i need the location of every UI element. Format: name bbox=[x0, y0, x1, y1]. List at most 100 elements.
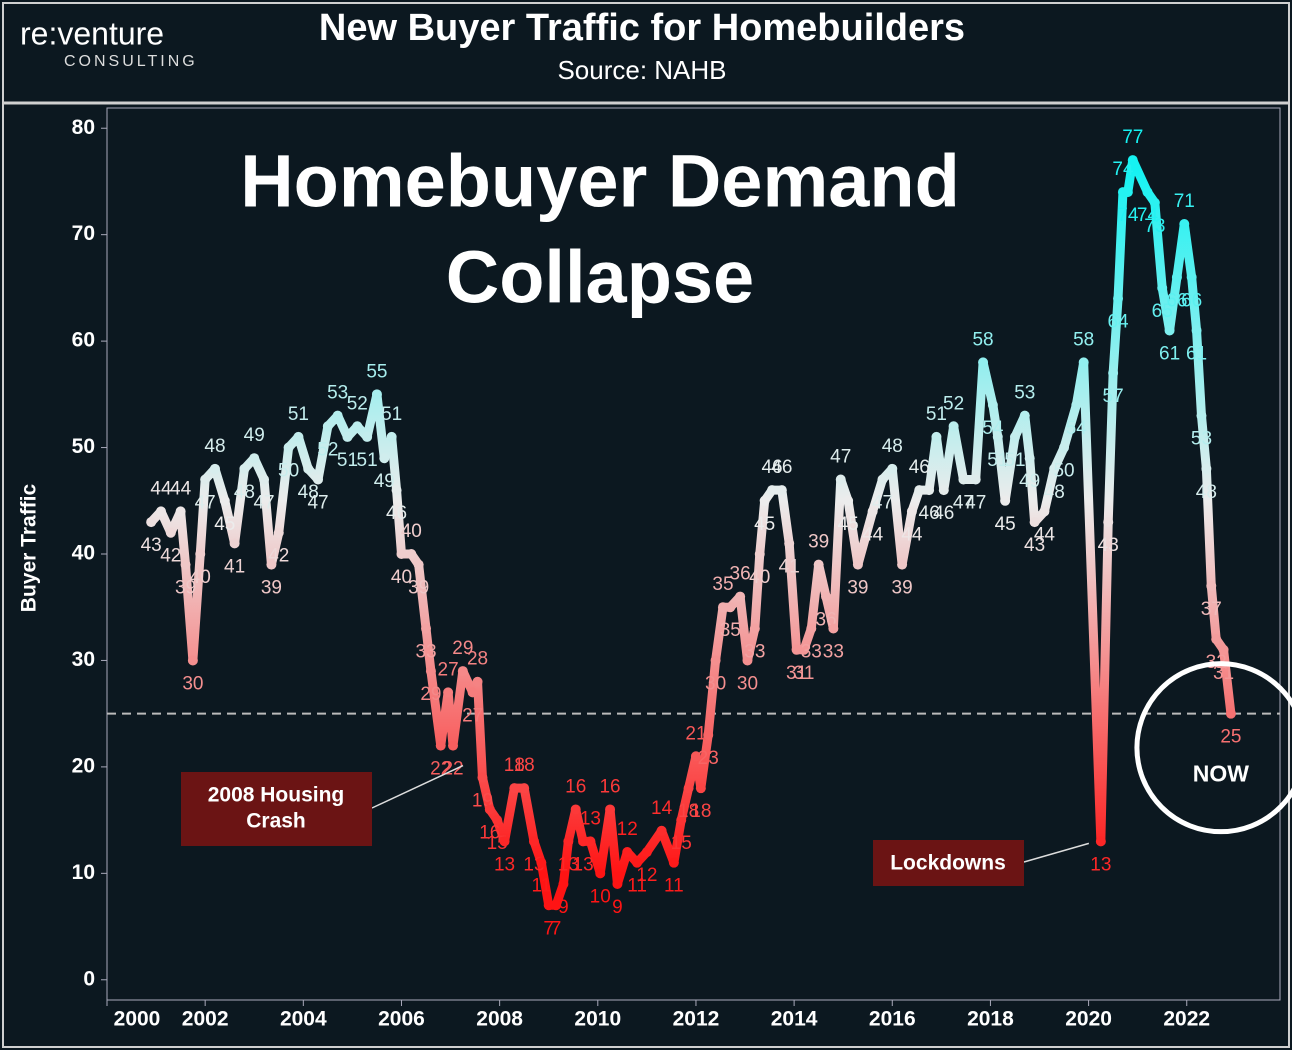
point bbox=[1059, 442, 1070, 453]
point bbox=[425, 666, 436, 677]
point bbox=[249, 453, 260, 464]
data-label: 40 bbox=[391, 567, 412, 588]
point bbox=[273, 527, 284, 538]
point bbox=[924, 485, 935, 496]
point bbox=[1142, 187, 1153, 198]
data-label: 58 bbox=[1073, 329, 1094, 350]
point bbox=[978, 357, 989, 368]
point bbox=[806, 623, 817, 634]
data-label: 42 bbox=[160, 546, 181, 567]
point bbox=[1171, 272, 1182, 283]
data-label: 65 bbox=[1152, 301, 1173, 322]
logo-sub: CONSULTING bbox=[64, 53, 198, 70]
data-label: 55 bbox=[366, 361, 387, 382]
y-tick-label: 10 bbox=[72, 861, 95, 884]
data-label: 46 bbox=[386, 503, 407, 524]
point bbox=[821, 591, 832, 602]
point bbox=[457, 666, 468, 677]
annotation-text: Lockdowns bbox=[890, 852, 1006, 875]
point bbox=[1103, 517, 1114, 528]
x-tick-label: 2016 bbox=[869, 1008, 916, 1031]
point bbox=[948, 421, 959, 432]
data-label: 49 bbox=[374, 471, 395, 492]
logo: re:venture bbox=[20, 15, 164, 51]
data-label: 37 bbox=[1201, 599, 1222, 620]
point bbox=[536, 857, 547, 868]
data-label: 40 bbox=[749, 567, 770, 588]
annotation-box bbox=[873, 840, 1024, 886]
data-label: 47 bbox=[307, 493, 328, 514]
point bbox=[1149, 197, 1160, 208]
point bbox=[632, 857, 643, 868]
data-label: 9 bbox=[612, 897, 623, 918]
point bbox=[283, 442, 294, 453]
point bbox=[332, 410, 343, 421]
data-label: 29 bbox=[452, 638, 473, 659]
point bbox=[1049, 463, 1060, 474]
point bbox=[472, 676, 483, 687]
point bbox=[386, 431, 397, 442]
point bbox=[887, 463, 898, 474]
point bbox=[992, 431, 1003, 442]
point bbox=[1039, 506, 1050, 517]
data-label: 49 bbox=[1019, 471, 1040, 492]
point bbox=[1179, 219, 1190, 230]
point bbox=[165, 527, 176, 538]
point bbox=[676, 815, 687, 826]
point bbox=[180, 559, 191, 570]
data-label: 66 bbox=[1181, 290, 1202, 311]
data-label: 41 bbox=[224, 556, 245, 577]
data-label: 49 bbox=[244, 425, 265, 446]
data-label: 39 bbox=[808, 532, 829, 553]
data-label: 13 bbox=[558, 854, 579, 875]
point bbox=[656, 825, 667, 836]
point bbox=[958, 474, 969, 485]
point bbox=[448, 740, 459, 751]
annotation-text: Crash bbox=[246, 810, 306, 833]
data-label: 74 bbox=[1137, 205, 1159, 226]
point bbox=[551, 900, 562, 911]
data-label: 33 bbox=[415, 642, 436, 663]
annotation-connector bbox=[371, 764, 464, 809]
point bbox=[843, 495, 854, 506]
point bbox=[396, 549, 407, 559]
point bbox=[767, 485, 778, 496]
point bbox=[187, 655, 198, 666]
point bbox=[1157, 282, 1168, 293]
data-label: 41 bbox=[779, 556, 800, 577]
point bbox=[622, 847, 633, 858]
point bbox=[668, 857, 679, 868]
data-label: 46 bbox=[761, 457, 782, 478]
point bbox=[683, 783, 694, 794]
data-label: 48 bbox=[1044, 482, 1065, 503]
data-label: 10 bbox=[590, 886, 611, 907]
point bbox=[1108, 368, 1119, 379]
y-tick-label: 0 bbox=[83, 967, 95, 990]
x-tick-label: 2014 bbox=[771, 1008, 818, 1031]
data-label: 71 bbox=[1174, 191, 1195, 212]
data-label: 27 bbox=[438, 659, 459, 680]
data-label: 45 bbox=[838, 514, 859, 535]
data-label: 66 bbox=[1166, 290, 1187, 311]
now-circle bbox=[1134, 661, 1292, 835]
point bbox=[578, 836, 589, 847]
data-label: 39 bbox=[261, 578, 282, 599]
point bbox=[492, 815, 503, 826]
data-label: 61 bbox=[1159, 343, 1180, 364]
data-label: 52 bbox=[347, 393, 368, 414]
data-label: 48 bbox=[1196, 482, 1217, 503]
point bbox=[754, 549, 765, 559]
data-label: 11 bbox=[531, 876, 551, 897]
point bbox=[641, 847, 652, 858]
data-label: 43 bbox=[141, 535, 162, 556]
point bbox=[146, 517, 157, 528]
y-tick-label: 80 bbox=[72, 116, 95, 139]
data-label: 29 bbox=[420, 684, 441, 705]
point bbox=[852, 559, 863, 570]
data-label: 54 bbox=[1066, 418, 1088, 439]
data-label: 13 bbox=[1090, 854, 1111, 875]
data-label: 39 bbox=[175, 578, 196, 599]
data-label: 44 bbox=[901, 524, 923, 545]
point bbox=[1127, 155, 1138, 166]
